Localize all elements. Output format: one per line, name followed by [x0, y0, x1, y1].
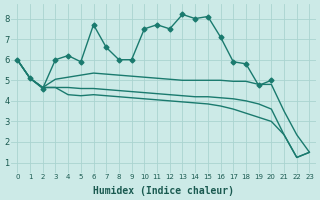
X-axis label: Humidex (Indice chaleur): Humidex (Indice chaleur) [93, 186, 234, 196]
